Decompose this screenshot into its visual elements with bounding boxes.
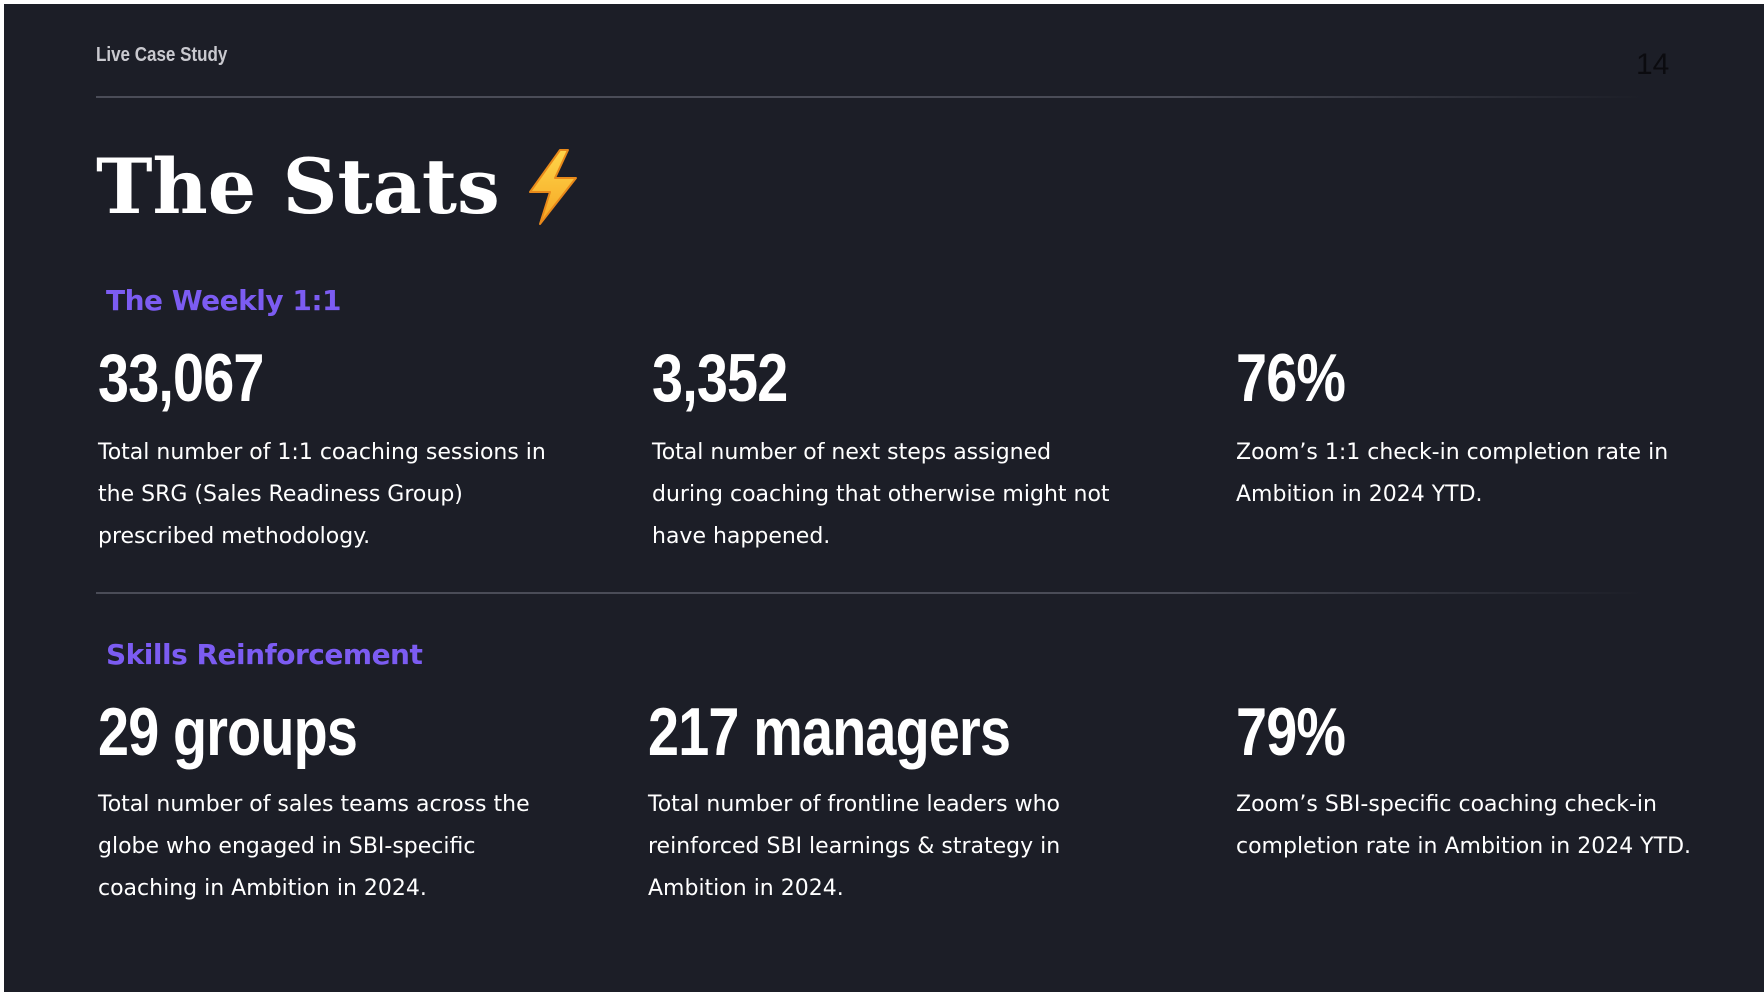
stat-description: Zoom’s SBI-specific coaching check-in co… — [1236, 792, 1691, 859]
stat-value: 79% — [1236, 694, 1346, 770]
lightning-bolt-icon — [528, 149, 577, 225]
stat-description: Total number of next steps assigned duri… — [652, 440, 1110, 549]
section-label-skills: Skills Reinforcement — [106, 638, 423, 671]
header-divider — [96, 96, 1644, 98]
stat-value: 217 managers — [648, 694, 1011, 770]
section-label-weekly: The Weekly 1:1 — [106, 284, 342, 317]
stat-value: 3,352 — [652, 340, 788, 416]
slide: Live Case Study 14 The Stats The Weekly … — [4, 4, 1764, 992]
page-number: 14 — [1636, 48, 1670, 81]
page-title: The Stats — [96, 142, 500, 231]
stat-value: 33,067 — [98, 340, 264, 416]
stat-description: Total number of frontline leaders who re… — [648, 792, 1061, 901]
stat-description: Zoom’s 1:1 check-in completion rate in A… — [1236, 440, 1669, 507]
stat-value: 29 groups — [98, 694, 358, 770]
stat-description: Total number of sales teams across the g… — [98, 792, 530, 901]
section-divider — [96, 592, 1644, 594]
stat-value: 76% — [1236, 340, 1346, 416]
page-title-row: The Stats — [96, 142, 582, 232]
stat-description: Total number of 1:1 coaching sessions in… — [98, 440, 546, 549]
header-label: Live Case Study — [96, 44, 228, 66]
